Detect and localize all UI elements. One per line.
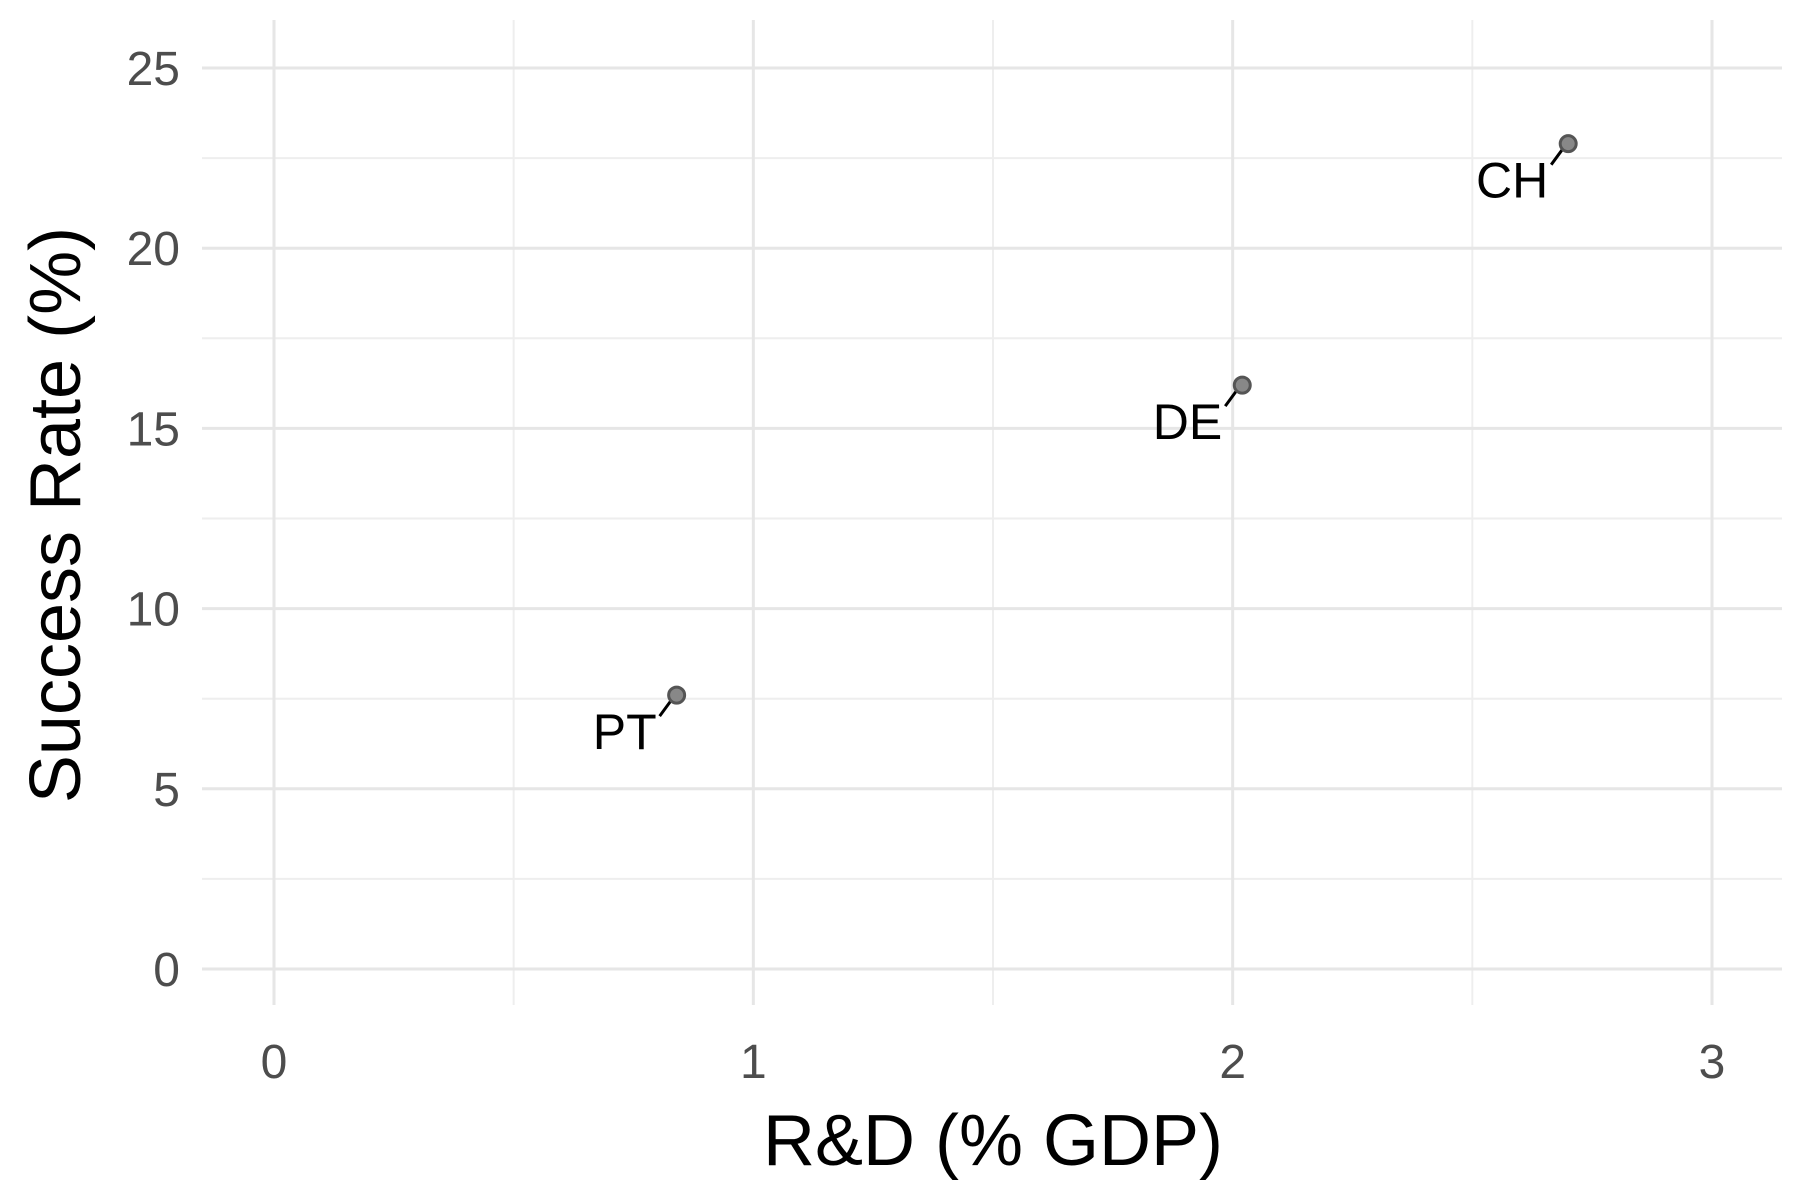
point-marker	[1558, 134, 1578, 154]
x-axis-tick-labels: 0 1 2 3	[261, 1036, 1726, 1089]
y-axis-title: Success Rate (%)	[16, 227, 96, 803]
y-tick-label: 0	[153, 944, 180, 997]
leader-line	[1224, 390, 1238, 408]
leader-line	[1549, 148, 1564, 166]
y-tick-label: 15	[127, 403, 180, 456]
y-tick-label: 5	[153, 764, 180, 817]
point-marker	[1232, 375, 1252, 395]
y-axis-tick-labels: 0 5 10 15 20 25	[127, 43, 180, 997]
point-label: CH	[1476, 153, 1548, 209]
y-tick-label: 25	[127, 43, 180, 96]
data-point-de: DE	[1153, 375, 1252, 450]
data-points: PT DE CH	[593, 134, 1578, 760]
x-tick-label: 1	[740, 1036, 767, 1089]
data-point-pt: PT	[593, 685, 687, 760]
x-tick-label: 0	[261, 1036, 288, 1089]
grid	[202, 20, 1782, 1005]
point-marker	[667, 685, 687, 705]
y-tick-label: 10	[127, 584, 180, 637]
x-tick-label: 2	[1219, 1036, 1246, 1089]
data-point-ch: CH	[1476, 134, 1578, 209]
point-label: PT	[593, 704, 657, 760]
x-tick-label: 3	[1699, 1036, 1726, 1089]
leader-line	[658, 700, 672, 717]
y-tick-label: 20	[127, 223, 180, 276]
point-label: DE	[1153, 394, 1222, 450]
x-axis-title: R&D (% GDP)	[763, 1101, 1223, 1181]
